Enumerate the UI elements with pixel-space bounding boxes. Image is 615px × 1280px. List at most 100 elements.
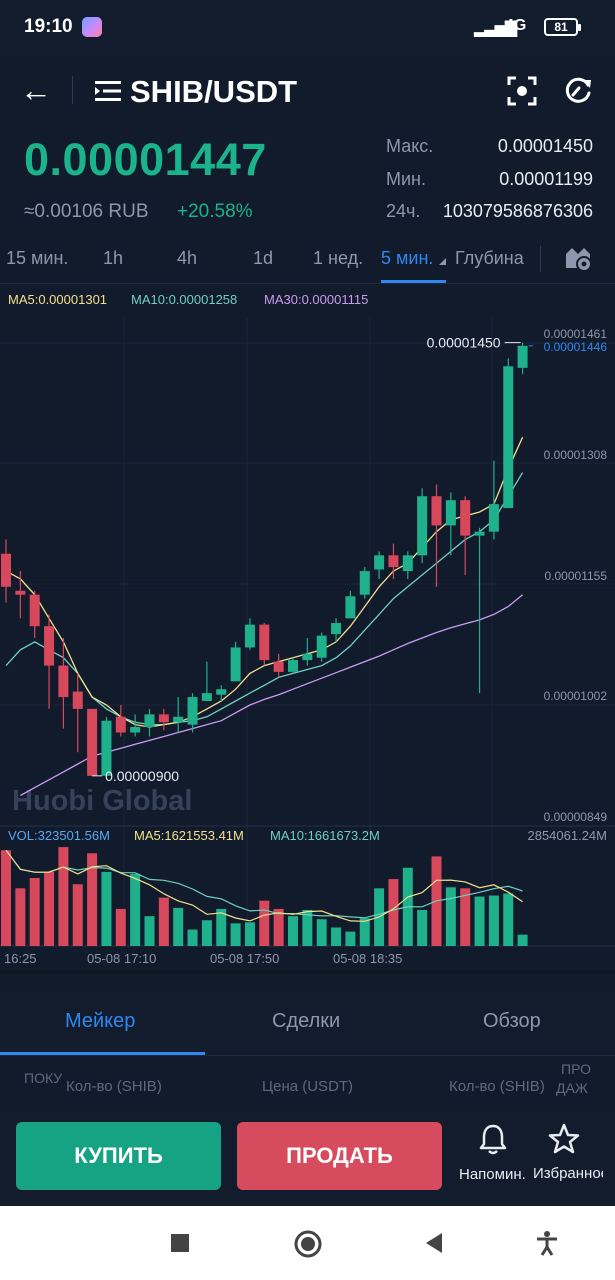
volume-bar: [273, 908, 284, 946]
tab-1d[interactable]: 1d: [253, 248, 274, 268]
vol-max-label: 2854061.24M: [527, 828, 607, 843]
pair-title[interactable]: SHIB/USDT: [130, 74, 298, 109]
menu-icon[interactable]: [95, 80, 121, 102]
app-notification-icon: [82, 17, 102, 37]
status-bar: 19:10 ▂▃▅▇ 4G 81: [0, 0, 615, 56]
x-tick-label: 16:25: [4, 951, 37, 966]
volume-bars: [1, 847, 528, 946]
tab-overview[interactable]: Обзор: [483, 1010, 541, 1032]
tab-maker[interactable]: Мейкер: [65, 1010, 136, 1032]
volume-bar: [359, 918, 370, 946]
y-tick-label: 0.00001308: [544, 448, 608, 462]
volume-bar: [173, 907, 184, 946]
candle-body: [273, 661, 284, 672]
alert-label[interactable]: Напомин.: [459, 1166, 526, 1183]
back-arrow-icon[interactable]: ←: [20, 72, 52, 108]
chart-bottom-edge: [0, 970, 615, 974]
y-tick-label: 0.00000849: [544, 810, 608, 824]
y-axis: 0.00001461 0.00001308 0.00001155 0.00001002…: [544, 327, 608, 824]
bottom-tabs: Мейкер Сделки Обзор: [0, 988, 615, 1056]
col-price: Цена (USDT): [262, 1078, 354, 1095]
ma5-legend: MA5:0.00001301: [8, 292, 108, 307]
candle-body: [445, 500, 456, 526]
kline-chart[interactable]: Huobi Global 0.00001461 0.000013080.00001…: [0, 284, 615, 974]
stat-label-high: Макс.: [386, 136, 434, 156]
candle-body: [288, 660, 298, 672]
tab-depth[interactable]: Глубина: [455, 248, 524, 268]
candle-body: [15, 590, 26, 595]
x-tick-label: 05-08 17:50: [210, 951, 279, 966]
star-icon[interactable]: [547, 1122, 581, 1156]
col-buy: ПОКУ: [24, 1070, 63, 1086]
tab-1week[interactable]: 1 нед.: [313, 248, 364, 268]
scan-icon[interactable]: [507, 76, 537, 106]
candle-body: [173, 716, 184, 723]
recents-icon[interactable]: [171, 1234, 189, 1252]
candle-body: [302, 653, 313, 661]
ma-lines: [5, 436, 524, 797]
interval-tabs: 15 мин. 1h 4h 1d 1 нед. 5 мин. Глубина: [0, 240, 615, 284]
buy-button[interactable]: КУПИТЬ: [16, 1122, 221, 1190]
volume-bar: [1, 850, 11, 946]
volume-bar: [259, 900, 270, 946]
col-sell-top: ПРО: [561, 1061, 591, 1077]
candle-body: [417, 496, 428, 556]
favorite-label[interactable]: Избранное: [533, 1166, 603, 1182]
volume-bar: [316, 919, 327, 946]
header-divider: [72, 76, 73, 104]
tab-1h[interactable]: 1h: [103, 248, 124, 268]
candle-body: [101, 720, 112, 776]
candle-body: [158, 714, 169, 723]
annotations: 0.00001450 0.00001446 0.00000900: [92, 335, 607, 784]
candle-body: [187, 697, 198, 725]
refresh-icon[interactable]: [563, 76, 593, 106]
tabs-divider: [540, 246, 541, 272]
candle-body: [115, 716, 126, 733]
stat-label-24h: 24ч.: [386, 201, 421, 221]
volume-bar: [115, 908, 126, 946]
volume-bar: [331, 927, 342, 946]
home-icon[interactable]: [294, 1230, 322, 1258]
candle-body: [474, 531, 485, 536]
accessibility-icon[interactable]: [535, 1230, 559, 1256]
active-tab-indicator: [381, 280, 446, 283]
tab-5min[interactable]: 5 мин.: [381, 248, 434, 268]
candle-body: [316, 635, 327, 658]
status-time: 19:10: [24, 16, 73, 37]
tab-15min[interactable]: 15 мин.: [6, 248, 69, 268]
ma30-legend: MA30:0.00001115: [264, 292, 369, 307]
candle-body: [331, 623, 342, 635]
bell-icon[interactable]: [476, 1122, 510, 1156]
price-change: +20.58%: [177, 201, 253, 222]
active-tab-indicator: [0, 1052, 205, 1055]
y-tick-label: 0.00001461: [544, 327, 608, 341]
candle-body: [72, 691, 83, 709]
vol-ma10-line: [5, 849, 523, 919]
volume-bar: [345, 931, 356, 946]
candle-body: [503, 366, 514, 509]
volume-bar: [288, 916, 298, 946]
stat-value-low: 0.00001199: [499, 169, 593, 189]
volume-bar: [144, 916, 155, 946]
caret-down-icon: [439, 258, 446, 265]
volume-bar: [72, 884, 83, 946]
volume-bar: [29, 878, 40, 946]
back-nav-icon[interactable]: [424, 1232, 444, 1254]
tab-4h[interactable]: 4h: [177, 248, 198, 268]
watermark: Huobi Global: [12, 785, 192, 817]
sell-button[interactable]: ПРОДАТЬ: [237, 1122, 442, 1190]
candle-body: [244, 624, 255, 648]
vol-ma5-legend: MA5:1621553.41M: [134, 828, 244, 843]
candle-body: [29, 594, 40, 627]
candle-body: [144, 714, 155, 728]
network-type: 4G: [505, 17, 527, 34]
last-price: 0.00001447: [24, 134, 267, 185]
candle-body: [402, 555, 413, 572]
col-qty-left: Кол-во (SHIB): [66, 1078, 162, 1095]
chart-settings-icon[interactable]: [564, 244, 592, 272]
volume-bar: [460, 888, 471, 946]
ma10-legend: MA10:0.00001258: [131, 292, 238, 307]
tab-trades[interactable]: Сделки: [272, 1010, 341, 1032]
candle-body: [130, 727, 141, 733]
x-tick-label: 05-08 17:10: [87, 951, 156, 966]
